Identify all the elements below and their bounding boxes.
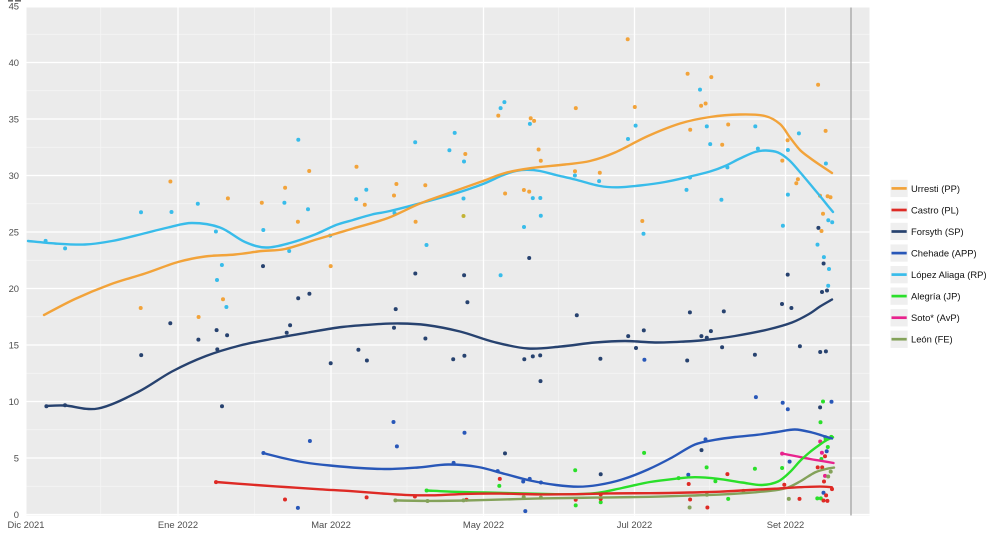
svg-text:40: 40 <box>9 57 19 68</box>
svg-text:Chehade (APP): Chehade (APP) <box>911 248 977 259</box>
svg-text:Ene 2022: Ene 2022 <box>158 519 198 530</box>
svg-text:May 2022: May 2022 <box>463 519 504 530</box>
svg-text:5: 5 <box>14 453 19 464</box>
svg-text:10: 10 <box>9 396 19 407</box>
svg-text:35: 35 <box>9 114 19 125</box>
svg-text:15: 15 <box>9 340 19 351</box>
svg-text:Dic 2021: Dic 2021 <box>7 519 44 530</box>
svg-text:Jul 2022: Jul 2022 <box>617 519 652 530</box>
svg-text:30: 30 <box>9 170 19 181</box>
svg-text:Urresti (PP): Urresti (PP) <box>911 183 960 194</box>
svg-text:León (FE): León (FE) <box>911 334 953 345</box>
svg-text:20: 20 <box>9 283 19 294</box>
svg-text:25: 25 <box>9 227 19 238</box>
svg-text:Set 2022: Set 2022 <box>767 519 805 530</box>
svg-text:Mar 2022: Mar 2022 <box>311 519 351 530</box>
svg-text:López Aliaga (RP): López Aliaga (RP) <box>911 269 987 280</box>
svg-text:Soto* (AvP): Soto* (AvP) <box>911 312 960 323</box>
svg-text:Castro (PL): Castro (PL) <box>911 205 959 216</box>
svg-text:Forsyth (SP): Forsyth (SP) <box>911 226 964 237</box>
svg-text:45: 45 <box>9 1 19 12</box>
svg-text:Alegría (JP): Alegría (JP) <box>911 291 961 302</box>
svg-text:0: 0 <box>14 509 19 520</box>
